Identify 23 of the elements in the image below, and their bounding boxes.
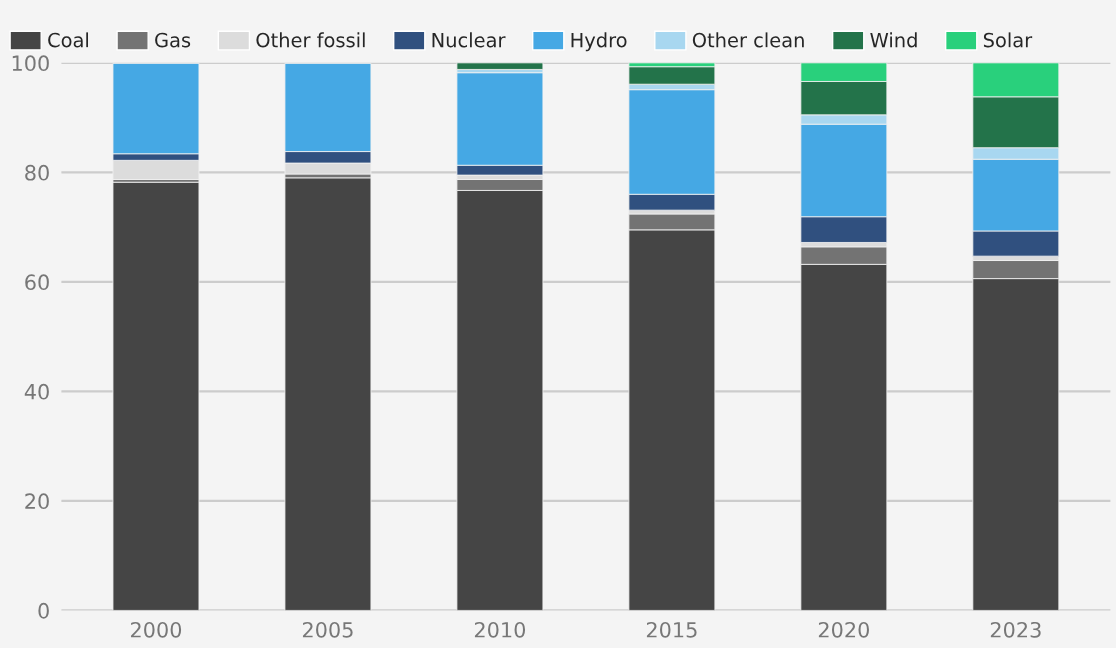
y-tick-label: 20 [25,493,49,510]
legend-label: Wind [870,32,917,48]
y-tick-label: 60 [25,274,49,291]
x-tick-label: 2015 [646,621,697,638]
bar [112,181,200,611]
x-tick-label: 2020 [818,621,869,638]
x-tick-label: 2000 [130,621,182,638]
x-tick-label: 2005 [302,621,353,638]
legend-label: Other fossil [256,32,365,48]
legend-label: Coal [48,32,89,48]
legend-label: Solar [983,32,1033,48]
x-tick-label: 2010 [474,621,526,638]
legend-label: Hydro [571,32,627,52]
x-tick-label: 2023 [990,621,1041,638]
bar [456,62,544,70]
bar [284,177,372,611]
y-tick-label: 40 [24,383,49,400]
y-tick-label: 100 [12,55,49,72]
legend-label: Nuclear [432,32,506,48]
y-tick-label: 0 [38,602,49,619]
legend-label: Other clean [692,32,804,48]
y-tick-label: 80 [25,164,49,181]
legend-label: Gas [155,32,191,48]
